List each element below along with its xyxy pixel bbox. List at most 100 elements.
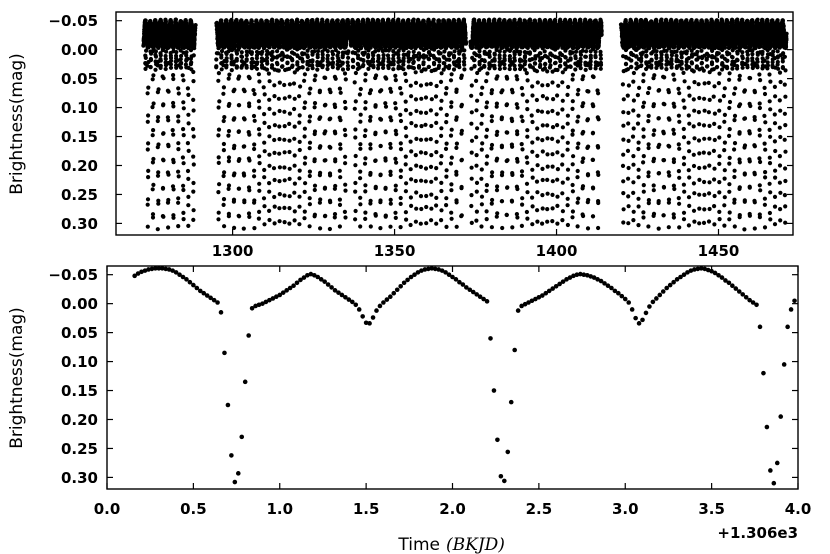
top-data-point — [161, 102, 166, 107]
top-data-point — [302, 189, 307, 194]
top-data-point — [449, 104, 454, 109]
top-data-point — [186, 223, 191, 228]
top-data-point — [292, 209, 297, 214]
top-data-point — [388, 141, 393, 147]
top-data-point — [254, 66, 260, 71]
top-data-point — [413, 219, 418, 224]
top-data-point — [237, 74, 242, 79]
top-data-point — [323, 102, 328, 107]
top-data-point — [302, 161, 307, 166]
top-data-point — [495, 156, 500, 161]
top-data-point — [408, 222, 413, 228]
top-data-point — [428, 137, 433, 142]
top-data-point — [146, 168, 151, 173]
top-data-point — [462, 67, 467, 72]
top-data-point — [222, 115, 227, 120]
top-data-point — [381, 53, 386, 58]
top-data-point — [171, 76, 176, 82]
top-data-point — [424, 110, 429, 115]
top-data-point — [414, 190, 419, 195]
top-data-point — [454, 169, 459, 174]
top-data-point — [307, 169, 312, 174]
top-data-point — [338, 90, 343, 95]
top-data-point — [282, 193, 287, 198]
top-data-point — [351, 59, 356, 64]
top-data-point — [297, 194, 302, 199]
top-data-point — [489, 201, 494, 206]
top-data-point — [353, 135, 358, 140]
top-data-point — [469, 203, 474, 209]
top-data-point — [358, 195, 363, 200]
top-data-point — [318, 115, 323, 120]
top-data-point — [252, 226, 257, 231]
top-data-point — [343, 182, 348, 187]
top-data-point — [191, 162, 196, 167]
top-data-point — [378, 200, 383, 205]
top-data-point — [459, 213, 464, 218]
top-data-point — [495, 129, 500, 134]
top-data-point — [439, 208, 444, 213]
top-data-point — [469, 176, 474, 181]
top-data-point — [308, 86, 313, 91]
top-data-point — [461, 17, 467, 23]
top-data-point — [396, 17, 401, 22]
top-data-point — [362, 133, 367, 139]
top-data-point — [181, 100, 186, 105]
top-data-point — [221, 202, 226, 207]
top-data-point — [297, 168, 302, 173]
top-data-point — [444, 86, 449, 91]
top-data-point — [391, 59, 396, 64]
top-data-point — [424, 193, 429, 199]
top-data-point — [302, 78, 307, 83]
top-data-point — [429, 206, 434, 211]
top-data-point — [485, 71, 490, 76]
top-data-point — [452, 49, 457, 54]
top-data-point — [267, 181, 272, 186]
top-data-point — [312, 212, 317, 217]
top-data-point — [393, 183, 398, 188]
top-data-point — [495, 184, 500, 189]
top-data-point — [328, 173, 333, 178]
top-data-point — [219, 49, 225, 54]
top-data-point — [368, 114, 373, 120]
top-data-point — [398, 168, 403, 173]
top-data-point — [333, 131, 338, 136]
top-data-point — [303, 155, 308, 160]
top-data-point — [145, 119, 150, 124]
top-data-point — [216, 51, 221, 56]
top-data-point — [381, 65, 386, 70]
top-data-point — [214, 64, 219, 69]
top-data-point — [262, 175, 267, 180]
top-data-point — [484, 134, 489, 139]
top-data-point — [438, 79, 444, 84]
top-data-point — [145, 224, 150, 229]
top-data-point — [174, 50, 179, 55]
top-data-point — [479, 147, 484, 152]
top-data-point — [277, 137, 282, 142]
top-data-point — [330, 52, 336, 57]
top-data-point — [148, 57, 154, 63]
top-data-point — [247, 188, 252, 193]
top-data-point — [254, 53, 260, 58]
top-data-point — [475, 126, 480, 131]
top-data-point — [307, 146, 312, 151]
top-data-point — [479, 121, 484, 126]
top-data-point — [406, 50, 411, 55]
top-data-point — [188, 48, 194, 53]
top-data-point — [368, 224, 373, 229]
top-data-point — [249, 50, 254, 55]
top-data-point — [234, 58, 239, 63]
top-data-point — [408, 139, 413, 144]
top-data-point — [320, 52, 325, 57]
top-data-point — [497, 56, 502, 61]
top-data-point — [426, 64, 431, 70]
top-data-point — [179, 53, 184, 59]
top-data-point — [168, 65, 174, 70]
top-data-point — [171, 187, 176, 192]
top-data-point — [330, 56, 335, 61]
top-data-point — [388, 145, 393, 150]
top-data-point — [403, 189, 408, 194]
top-data-point — [429, 218, 434, 223]
top-data-point — [408, 167, 413, 172]
top-data-point — [146, 85, 151, 90]
